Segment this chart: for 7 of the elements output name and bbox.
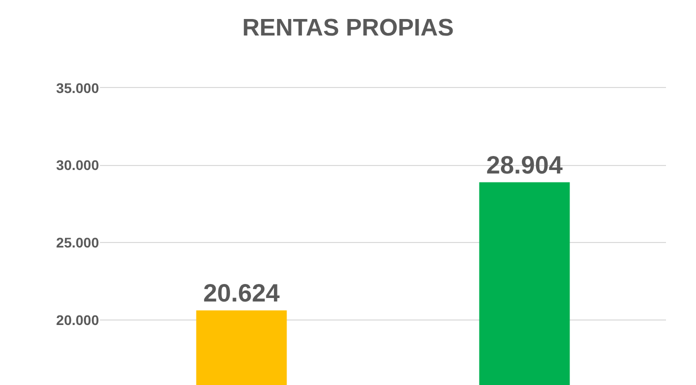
y-tick-label: 20.000 <box>56 312 100 328</box>
data-label: 28.904 <box>486 151 563 180</box>
y-tick-label: 35.000 <box>56 80 100 96</box>
chart-title: RENTAS PROPIAS <box>242 14 454 42</box>
y-tick-label: 30.000 <box>56 157 100 174</box>
data-label: 20.624 <box>203 279 280 308</box>
y-tick-label: 25.000 <box>56 234 100 251</box>
